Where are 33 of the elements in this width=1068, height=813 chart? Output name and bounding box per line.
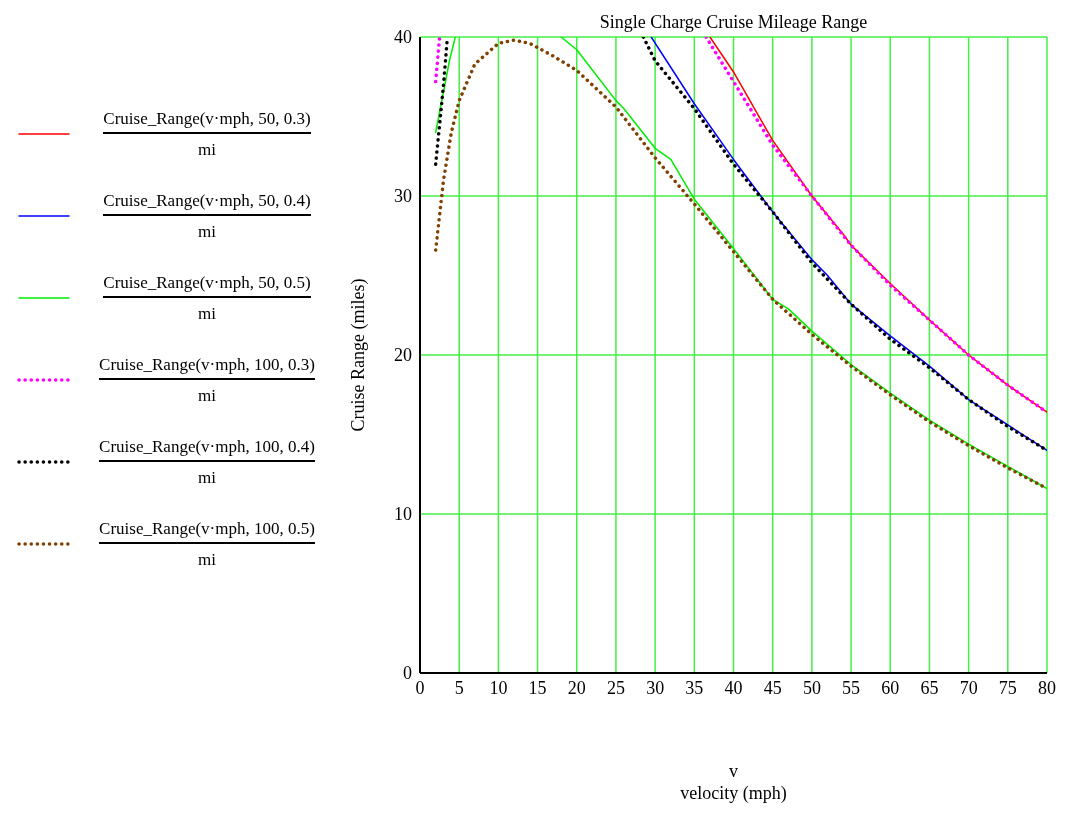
y-tick-label: 0 — [403, 663, 412, 684]
line-series — [709, 37, 1047, 413]
x-tick-label: 40 — [724, 677, 743, 698]
x-tick-label: 65 — [920, 677, 939, 698]
chart-title: Single Charge Cruise Mileage Range — [598, 12, 869, 33]
x-tick-label: 75 — [998, 677, 1017, 698]
y-tick-label: 20 — [394, 345, 412, 366]
legend-label: Cruise_Range(v·mph, 100, 0.3) mi — [98, 354, 316, 406]
legend-label: Cruise_Range(v·mph, 50, 0.5) mi — [102, 272, 312, 324]
x-tick-label: 80 — [1038, 677, 1056, 698]
y-axis-title: Cruise Range (miles) — [348, 278, 370, 432]
x-axis-title: v velocity (mph) — [679, 760, 788, 804]
x-tick-label: 10 — [489, 677, 508, 698]
legend-label: Cruise_Range(v·mph, 50, 0.4) mi — [102, 190, 312, 242]
legend-label: Cruise_Range(v·mph, 50, 0.3) mi — [102, 108, 312, 160]
y-tick-label: 10 — [394, 504, 412, 525]
legend-label: Cruise_Range(v·mph, 100, 0.5) mi — [98, 518, 316, 570]
x-tick-label: 0 — [415, 677, 425, 698]
x-tick-label: 5 — [454, 677, 464, 698]
y-tick-label: 30 — [394, 186, 412, 207]
line-series — [650, 37, 1047, 452]
x-tick-label: 35 — [685, 677, 704, 698]
x-tick-label: 60 — [881, 677, 900, 698]
legend-label: Cruise_Range(v·mph, 100, 0.4) mi — [98, 436, 316, 488]
x-tick-label: 55 — [842, 677, 861, 698]
x-tick-label: 25 — [606, 677, 625, 698]
x-tick-label: 70 — [959, 677, 978, 698]
y-tick-label: 40 — [394, 27, 412, 48]
x-tick-label: 15 — [528, 677, 547, 698]
x-tick-label: 20 — [567, 677, 586, 698]
x-tick-label: 45 — [763, 677, 782, 698]
x-tick-label: 30 — [646, 677, 665, 698]
x-tick-label: 50 — [802, 677, 821, 698]
